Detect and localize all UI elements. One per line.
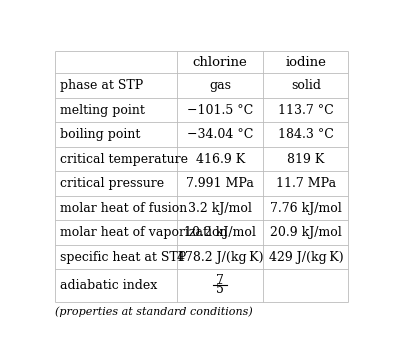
Text: 11.7 MPa: 11.7 MPa [276, 177, 336, 190]
Text: melting point: melting point [60, 104, 145, 116]
Text: specific heat at STP: specific heat at STP [60, 250, 186, 264]
Text: 429 J/(kg K): 429 J/(kg K) [269, 250, 343, 264]
Text: 7.76 kJ/mol: 7.76 kJ/mol [270, 202, 342, 215]
Text: solid: solid [291, 79, 321, 92]
Text: critical temperature: critical temperature [60, 153, 188, 166]
Text: molar heat of vaporization: molar heat of vaporization [60, 226, 228, 239]
Text: 7.991 MPa: 7.991 MPa [186, 177, 254, 190]
Text: molar heat of fusion: molar heat of fusion [60, 202, 188, 215]
Text: 10.2 kJ/mol: 10.2 kJ/mol [184, 226, 256, 239]
Text: −101.5 °C: −101.5 °C [187, 104, 253, 116]
Text: chlorine: chlorine [193, 56, 247, 69]
Text: iodine: iodine [286, 56, 326, 69]
Text: phase at STP: phase at STP [60, 79, 143, 92]
Text: 478.2 J/(kg K): 478.2 J/(kg K) [177, 250, 264, 264]
Text: 819 K: 819 K [287, 153, 325, 166]
Text: gas: gas [209, 79, 231, 92]
Text: −34.04 °C: −34.04 °C [187, 128, 253, 141]
Text: 113.7 °C: 113.7 °C [278, 104, 334, 116]
Text: adiabatic index: adiabatic index [60, 279, 157, 292]
Text: 7: 7 [216, 274, 224, 287]
Text: boiling point: boiling point [60, 128, 141, 141]
Text: 416.9 K: 416.9 K [195, 153, 245, 166]
Text: critical pressure: critical pressure [60, 177, 164, 190]
Text: (properties at standard conditions): (properties at standard conditions) [56, 306, 253, 317]
Text: 184.3 °C: 184.3 °C [278, 128, 334, 141]
Text: 20.9 kJ/mol: 20.9 kJ/mol [270, 226, 342, 239]
Text: 3.2 kJ/mol: 3.2 kJ/mol [188, 202, 252, 215]
Text: 5: 5 [216, 283, 224, 296]
